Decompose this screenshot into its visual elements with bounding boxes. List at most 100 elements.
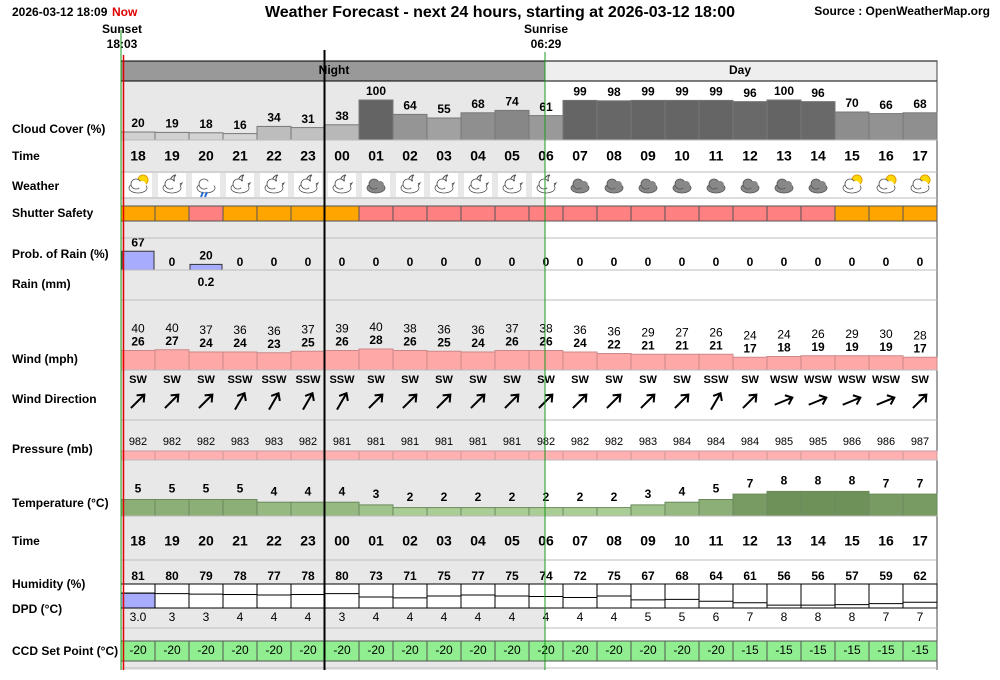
wind-arrow [572, 393, 588, 409]
cloud-part [240, 181, 248, 189]
cloud-value: 100 [774, 84, 794, 98]
wind-speed: 26 [539, 335, 553, 349]
wind-speed: 19 [879, 340, 893, 354]
weather-icon [570, 178, 590, 194]
pressure-value: 984 [741, 436, 759, 448]
wind-speed: 19 [811, 340, 825, 354]
wind-gust: 38 [403, 322, 417, 336]
pressure-value: 983 [231, 436, 249, 448]
temperature-bar [868, 493, 904, 517]
wind-dir: SW [469, 374, 487, 386]
shutter-cell [256, 205, 292, 222]
shutter-cell [460, 205, 496, 222]
wind-dir: SW [741, 374, 759, 386]
wind-arrow [538, 393, 554, 409]
temperature-bar [324, 501, 360, 517]
dpd-value: 4 [543, 610, 550, 624]
wind-gust: 37 [505, 322, 519, 336]
hour: 01 [368, 148, 384, 164]
cloud-part [274, 181, 282, 189]
timestamp: 2026-03-12 18:09 [12, 5, 108, 19]
ccd-value: -20 [639, 643, 657, 657]
rain-prob-value: 0 [475, 255, 482, 269]
rain-prob-value: 0 [271, 255, 278, 269]
cloud-bar [766, 99, 802, 141]
humidity-value: 79 [199, 569, 213, 583]
pressure-bar [222, 450, 258, 461]
pressure-bar [290, 450, 326, 461]
cloud-bar [596, 100, 632, 141]
row-label: Cloud Cover (%) [12, 122, 105, 136]
temperature-value: 2 [509, 490, 516, 504]
rain-prob-value: 0 [747, 255, 754, 269]
humidity-value: 56 [811, 569, 825, 583]
humidity-cell [868, 583, 904, 609]
hour: 15 [844, 148, 860, 164]
cloud-bar [732, 101, 768, 141]
shutter-cell [120, 205, 156, 222]
wind-arrow [742, 393, 758, 409]
wind-gust: 40 [165, 321, 179, 335]
wind-dir: SSW [329, 374, 355, 386]
hour: 13 [776, 533, 792, 549]
humidity-value: 75 [607, 569, 621, 583]
cloud-part [614, 181, 622, 189]
shutter-cell [596, 205, 632, 222]
arrow-shaft [164, 393, 180, 409]
row-label: Time [12, 534, 40, 548]
humidity-value: 77 [267, 569, 281, 583]
cloud-part [376, 181, 384, 189]
hour: 18 [130, 533, 146, 549]
hour: 03 [436, 148, 452, 164]
temperature-value: 5 [203, 482, 210, 496]
dpd-value: 4 [577, 610, 584, 624]
wind-gust: 36 [233, 323, 247, 337]
arrow-shaft [368, 393, 384, 409]
wind-bar [664, 353, 700, 371]
cloud-bar [460, 112, 496, 141]
wind-arrow [470, 393, 486, 409]
humidity-value: 77 [471, 569, 485, 583]
temperature-value: 2 [475, 490, 482, 504]
cloud-bar [528, 115, 564, 141]
hour: 05 [504, 148, 520, 164]
hour: 04 [470, 148, 486, 164]
humidity-value: 78 [233, 569, 247, 583]
humidity-cell [902, 583, 938, 609]
rain-prob-value: 0 [305, 255, 312, 269]
cloud-part [308, 181, 316, 189]
humidity-cell [630, 583, 666, 609]
arrow-shaft [572, 393, 588, 409]
temperature-bar [460, 507, 496, 517]
arrow-shaft [436, 393, 452, 409]
humidity-cell [392, 583, 428, 609]
pressure-bar [426, 450, 462, 461]
dpd-value: 8 [781, 610, 788, 624]
ccd-value: -20 [299, 643, 317, 657]
weather-icon [264, 174, 286, 194]
cloud-value: 96 [743, 86, 757, 100]
hour: 08 [606, 148, 622, 164]
cloud-bar [868, 113, 904, 141]
hour: 11 [709, 533, 724, 549]
temperature-value: 3 [373, 487, 380, 501]
arrow-shaft [234, 391, 247, 411]
ccd-value: -15 [877, 643, 895, 657]
wind-dir: WSW [770, 374, 799, 386]
humidity-cell [834, 583, 870, 609]
shutter-cell [562, 205, 598, 222]
dpd-value: 8 [815, 610, 822, 624]
wind-gust: 26 [709, 325, 723, 339]
temperature-value: 2 [611, 490, 618, 504]
weather-icon [434, 174, 456, 194]
pressure-value: 985 [809, 436, 827, 448]
cloud-bar [222, 133, 258, 141]
wind-dir: SSW [703, 374, 729, 386]
pressure-value: 981 [333, 436, 351, 448]
pressure-value: 981 [435, 436, 453, 448]
hour: 22 [266, 148, 282, 164]
wind-gust: 36 [437, 322, 451, 336]
wind-bar [290, 350, 326, 371]
hour: 04 [470, 533, 486, 549]
rain-prob-value: 0 [849, 255, 856, 269]
